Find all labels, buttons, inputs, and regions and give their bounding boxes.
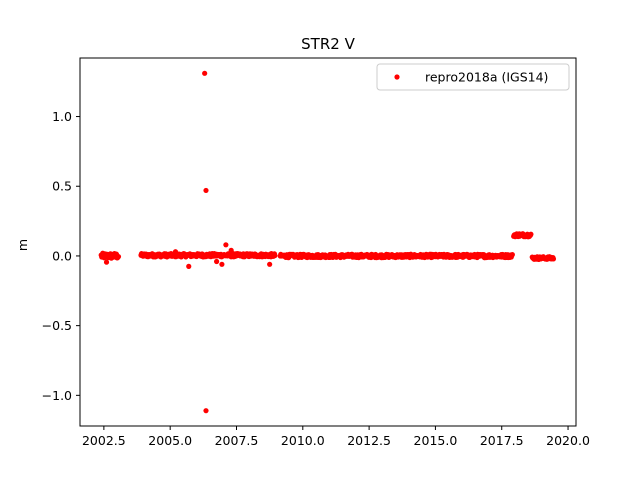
axes: 2002.5 2005.0 2007.5 2010.0 2012.5 2015.0 2017… — [42, 57, 590, 448]
data-point — [528, 231, 534, 237]
data-point — [509, 252, 515, 258]
y-tick-label: −1.0 — [42, 388, 72, 403]
data-point — [228, 247, 234, 253]
data-point — [219, 261, 225, 267]
legend-box — [376, 63, 570, 91]
plot-frame — [79, 57, 577, 427]
data-point — [103, 259, 110, 265]
x-tick-label: 2017.5 — [480, 433, 524, 448]
data-point — [203, 408, 209, 414]
chart-title: STR2 V — [301, 35, 355, 53]
y-tick-label: 1.0 — [52, 109, 72, 124]
x-tick-label: 2010.0 — [281, 433, 325, 448]
y-axis-label: m — [15, 239, 30, 251]
y-tick-label: 0.0 — [52, 248, 72, 263]
x-tick-label: 2002.5 — [82, 433, 126, 448]
x-tick-label: 2005.0 — [148, 433, 192, 448]
data-point — [550, 256, 557, 262]
x-tick-label: 2007.5 — [215, 433, 259, 448]
data-point — [214, 258, 220, 265]
x-tick-label: 2012.5 — [347, 433, 391, 448]
y-tick-label: 0.5 — [52, 179, 72, 194]
data-point — [202, 70, 208, 76]
legend-label: repro2018a (IGS14) — [425, 70, 548, 85]
y-tick-label: −0.5 — [42, 318, 72, 333]
data-point — [203, 187, 209, 194]
data-point — [267, 261, 273, 267]
x-tick-label: 2020.0 — [546, 433, 590, 448]
legend-marker — [394, 74, 400, 80]
data-points — [98, 70, 557, 414]
data-point — [172, 249, 179, 255]
legend: repro2018a (IGS14) — [376, 63, 570, 91]
data-point — [272, 252, 278, 259]
x-tick-label: 2015.0 — [414, 433, 458, 448]
data-point — [223, 242, 229, 248]
data-point — [115, 254, 122, 260]
data-point — [186, 263, 192, 269]
